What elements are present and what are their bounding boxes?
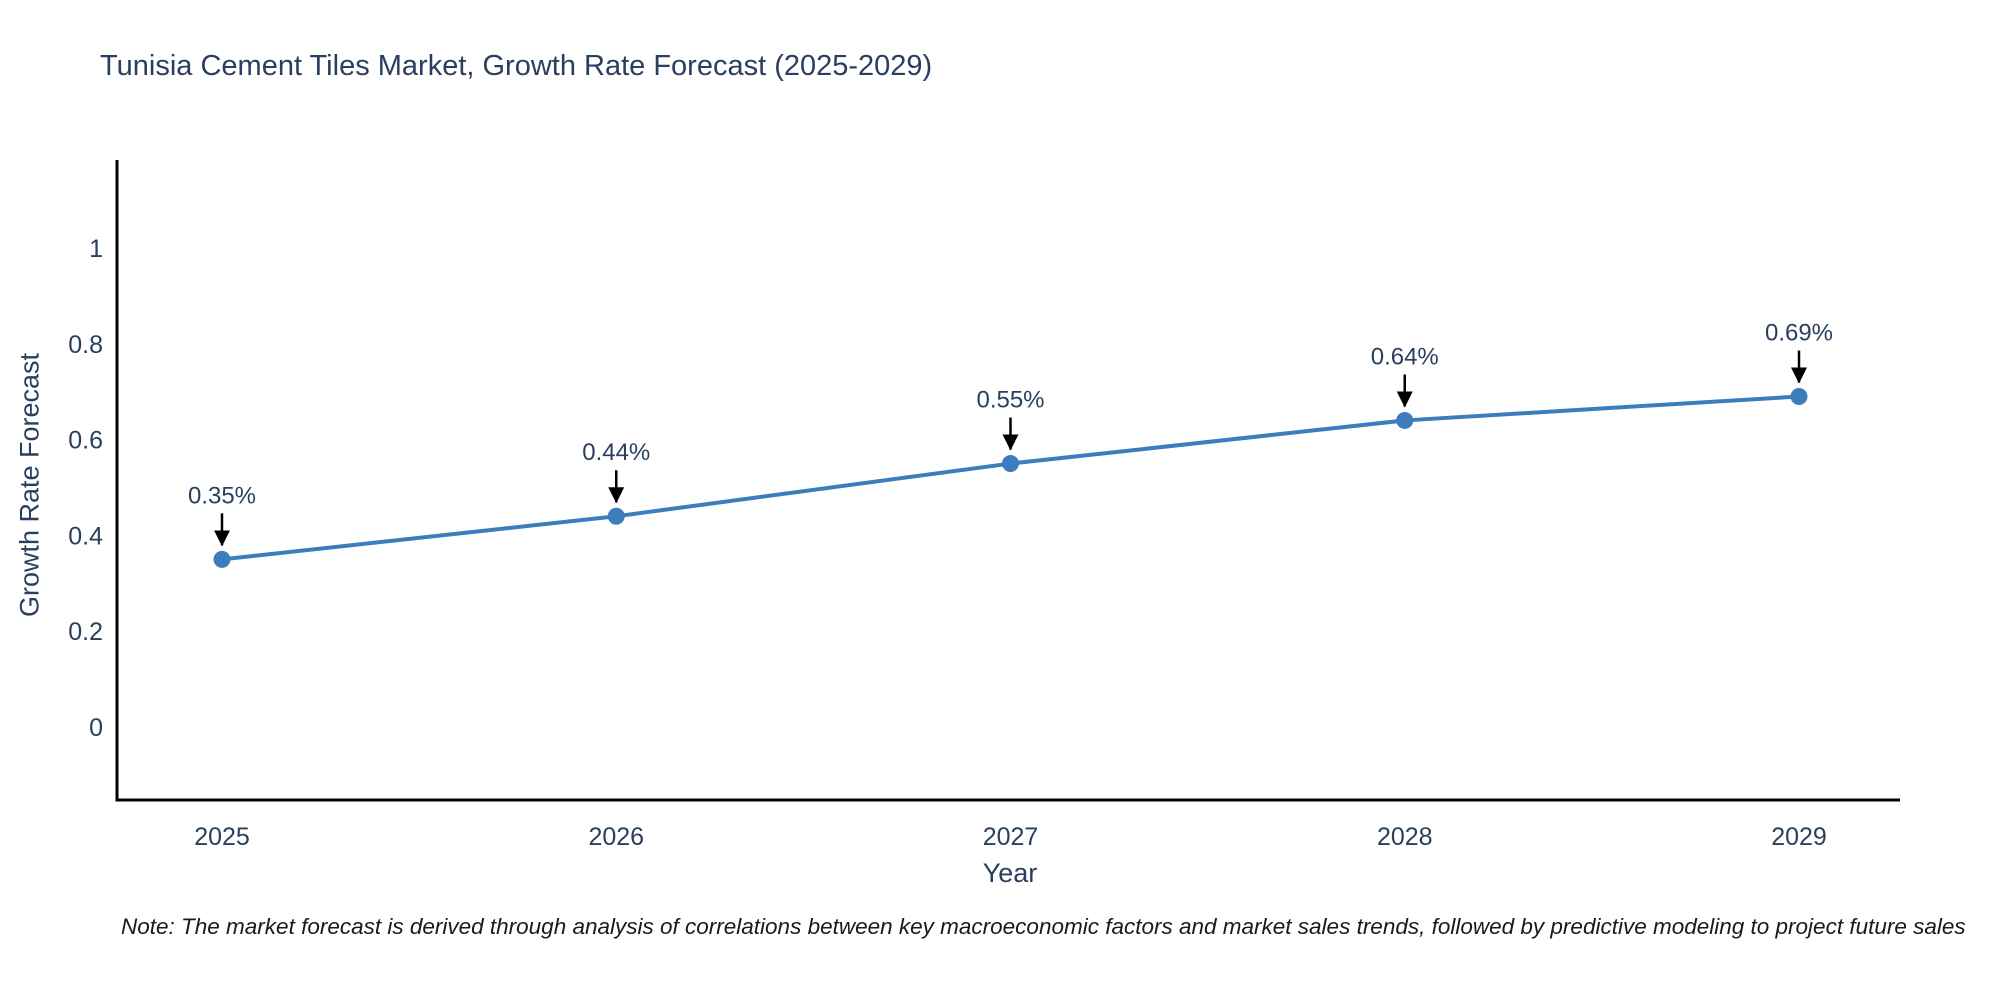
point-value-label: 0.55% xyxy=(976,387,1044,414)
x-tick-label: 2028 xyxy=(1377,823,1433,851)
data-point-marker[interactable] xyxy=(607,507,625,525)
y-tick-label: 1 xyxy=(89,235,103,263)
y-tick-label: 0.4 xyxy=(68,522,103,550)
chart-title: Tunisia Cement Tiles Market, Growth Rate… xyxy=(100,50,933,82)
point-value-label: 0.44% xyxy=(582,439,650,466)
point-value-label: 0.64% xyxy=(1371,343,1439,370)
x-tick-label: 2026 xyxy=(588,823,644,851)
y-tick-label: 0.8 xyxy=(68,331,103,359)
x-axis-title: Year xyxy=(982,858,1038,888)
data-point-marker[interactable] xyxy=(1002,455,1019,473)
point-value-label: 0.35% xyxy=(188,482,256,509)
x-tick-label: 2027 xyxy=(983,823,1039,851)
footnote: Note: The market forecast is derived thr… xyxy=(121,914,1966,939)
data-point-marker[interactable] xyxy=(1396,411,1414,429)
point-value-label: 0.69% xyxy=(1765,319,1833,346)
y-tick-label: 0 xyxy=(89,714,103,742)
data-point-marker[interactable] xyxy=(1790,387,1808,405)
y-tick-label: 0.2 xyxy=(68,618,103,646)
x-tick-label: 2025 xyxy=(194,823,250,851)
data-point-marker[interactable] xyxy=(213,550,231,568)
x-tick-label: 2029 xyxy=(1771,823,1827,851)
y-tick-label: 0.6 xyxy=(68,427,103,455)
